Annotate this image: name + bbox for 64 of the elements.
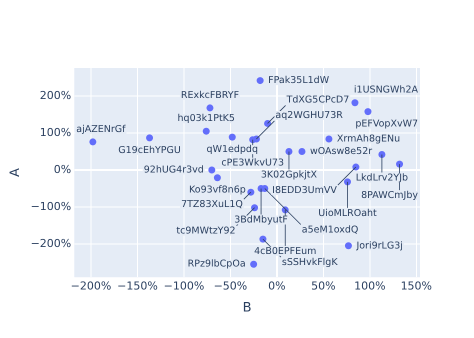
annotation: XrmAh8gENu: [336, 133, 400, 144]
point: [202, 128, 210, 135]
point: [396, 160, 404, 168]
x-tick-label: 50%: [311, 280, 336, 293]
annotation: RPz9lbCpOa: [188, 258, 246, 270]
annotation: pEFVopXvW7: [355, 118, 418, 130]
annotation: ajAZENrGf: [76, 124, 126, 135]
y-tick-label: 200%: [40, 88, 72, 102]
annotation: qW1edpdq: [206, 144, 258, 156]
annotation: RExkcFBRYF: [180, 90, 240, 101]
point: [298, 148, 306, 156]
x-tick-label: 100%: [354, 280, 386, 293]
y-tick-label: 100%: [40, 126, 72, 139]
annotation: aq2WGHU73R: [275, 110, 344, 121]
annotation: hq03k1PtK5: [178, 113, 235, 124]
annotation: 3K02GpkjtX: [260, 170, 318, 180]
annotation: LkdLrv2YJb: [356, 172, 408, 184]
x-tick-label: 0%: [268, 280, 286, 293]
annotation: Ko93vf8n6p: [189, 184, 246, 196]
point: [256, 77, 264, 84]
point: [259, 236, 266, 243]
point: [250, 260, 258, 268]
point: [325, 135, 332, 142]
point: [352, 164, 360, 171]
annotation: UioMLROaht: [318, 208, 378, 219]
x-tick-label: −100%: [164, 280, 204, 293]
annotation: cPE3WkvU73: [221, 158, 284, 169]
point: [228, 134, 236, 141]
annotation: a5eM1oxdQ: [302, 224, 358, 236]
annotation: I8EDD3UmVV: [272, 185, 338, 196]
point: [378, 150, 386, 158]
point: [285, 148, 292, 156]
x-tick-label: −50%: [214, 280, 248, 293]
point: [208, 166, 216, 174]
point: [251, 204, 258, 212]
annotation: FPak35L1dW: [268, 75, 330, 86]
x-axis-title: B: [242, 300, 252, 316]
point: [351, 99, 358, 106]
x-tick-label: −150%: [117, 280, 158, 293]
y-axis-title: A: [8, 168, 24, 178]
point: [214, 174, 221, 182]
annotation: wOAsw8e52r: [310, 146, 372, 157]
annotation: 92hUG4r3vd: [144, 164, 204, 176]
x-tick-label: 150%: [400, 280, 432, 293]
point: [344, 242, 352, 250]
point: [146, 134, 154, 142]
annotation: 3BdMbyutF: [234, 214, 288, 226]
annotation: i1USNGWh2A: [354, 84, 418, 96]
x-tick-label: −200%: [70, 280, 112, 293]
annotation: TdXG5CPcD7: [286, 94, 350, 106]
point: [344, 178, 352, 186]
y-tick-label: −100%: [30, 200, 72, 213]
y-tick-label: 0%: [54, 162, 72, 176]
annotation: 8PAWCmJby: [361, 190, 418, 202]
annotation: 4cB0EPFEum: [254, 246, 316, 257]
point: [89, 138, 96, 146]
annotation: Jori9rLG3j: [355, 240, 403, 252]
annotation: G19cEhYPGU: [118, 144, 181, 156]
point: [364, 108, 372, 116]
annotation: tc9MWtzY92: [176, 226, 236, 237]
annotation: 7TZ83XuL1Q: [181, 199, 243, 210]
point: [206, 104, 214, 112]
y-tick-label: −200%: [30, 236, 72, 250]
annotation: sSSHvkFlgK: [282, 257, 338, 268]
